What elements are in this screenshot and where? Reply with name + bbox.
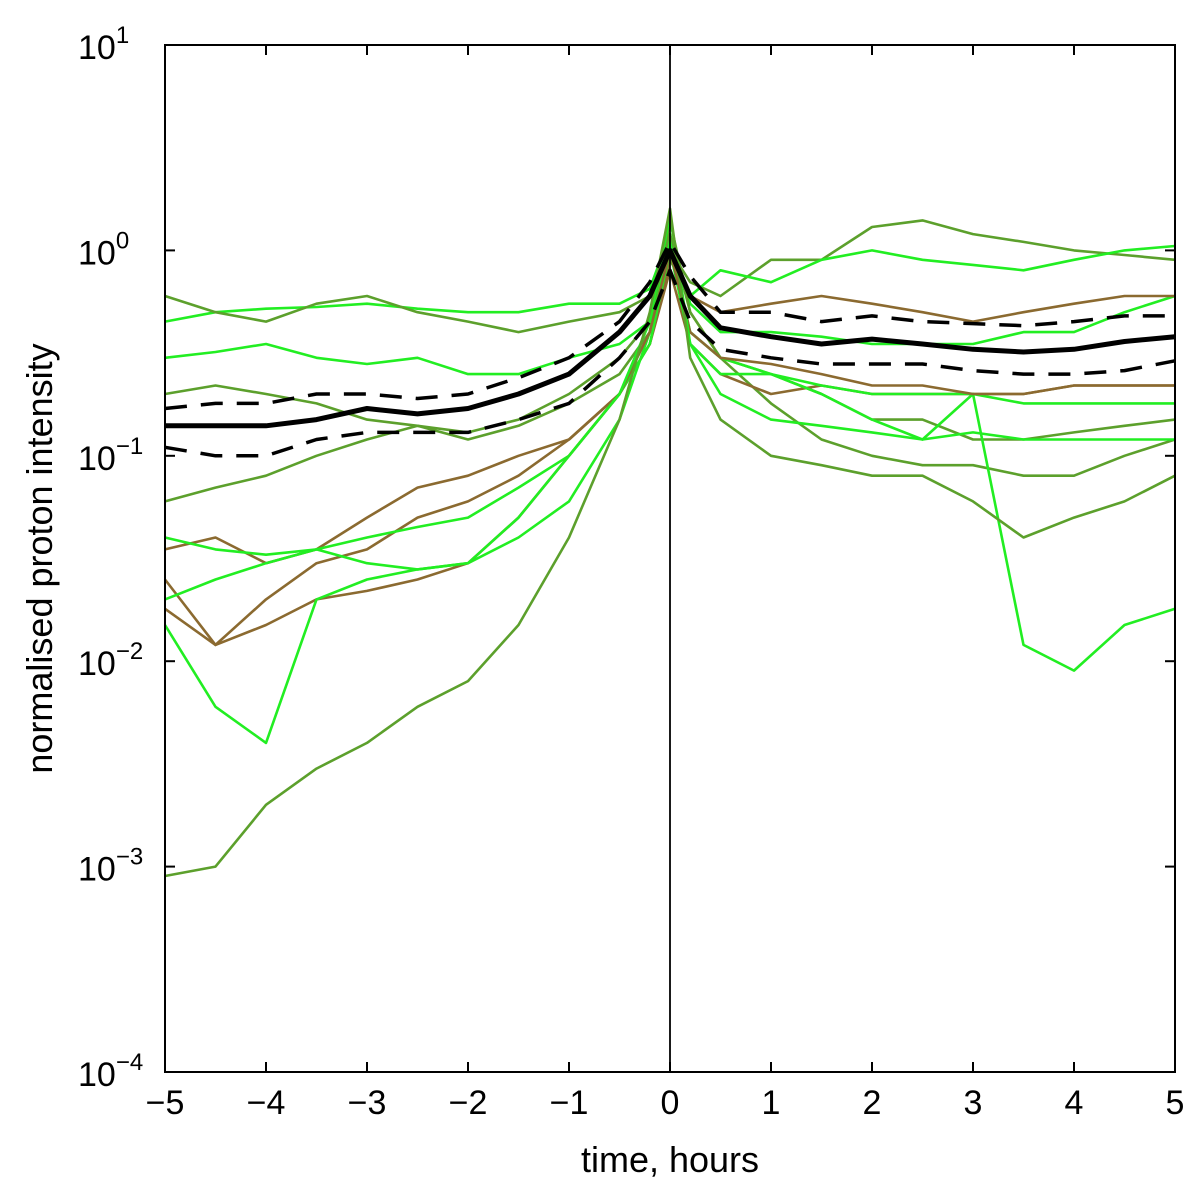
x-tick-label: −1 xyxy=(550,1084,589,1122)
x-tick-label: −4 xyxy=(247,1084,286,1122)
y-tick-label: 100 xyxy=(78,227,129,272)
y-tick-label: 10−2 xyxy=(78,638,143,683)
ticks-layer xyxy=(164,44,1176,1073)
bound-series-line xyxy=(164,240,1175,411)
y-tick-label: 10−1 xyxy=(78,433,143,478)
y-tick-label: 101 xyxy=(78,22,129,67)
x-tick-label: 2 xyxy=(863,1084,882,1122)
x-tick-label: −5 xyxy=(146,1084,185,1122)
x-tick-label: 0 xyxy=(661,1084,680,1122)
x-axis-label: time, hours xyxy=(581,1139,759,1180)
x-tick-label: 1 xyxy=(762,1084,781,1122)
x-tick-label: −2 xyxy=(449,1084,488,1122)
x-tick-label: 3 xyxy=(964,1084,983,1122)
x-tick-label: 4 xyxy=(1065,1084,1084,1122)
x-tick-label: −3 xyxy=(348,1084,387,1122)
y-axis-label: normalised proton intensity xyxy=(19,343,60,773)
y-tick-labels: 10−4 10−3 10−2 10−1 100 101 xyxy=(78,22,143,1094)
x-tick-labels: −5 −4 −3 −2 −1 0 1 2 3 4 5 xyxy=(146,1084,1185,1122)
x-tick-label: 5 xyxy=(1166,1084,1185,1122)
y-tick-label: 10−4 xyxy=(78,1049,143,1094)
y-tick-label: 10−3 xyxy=(78,844,143,889)
